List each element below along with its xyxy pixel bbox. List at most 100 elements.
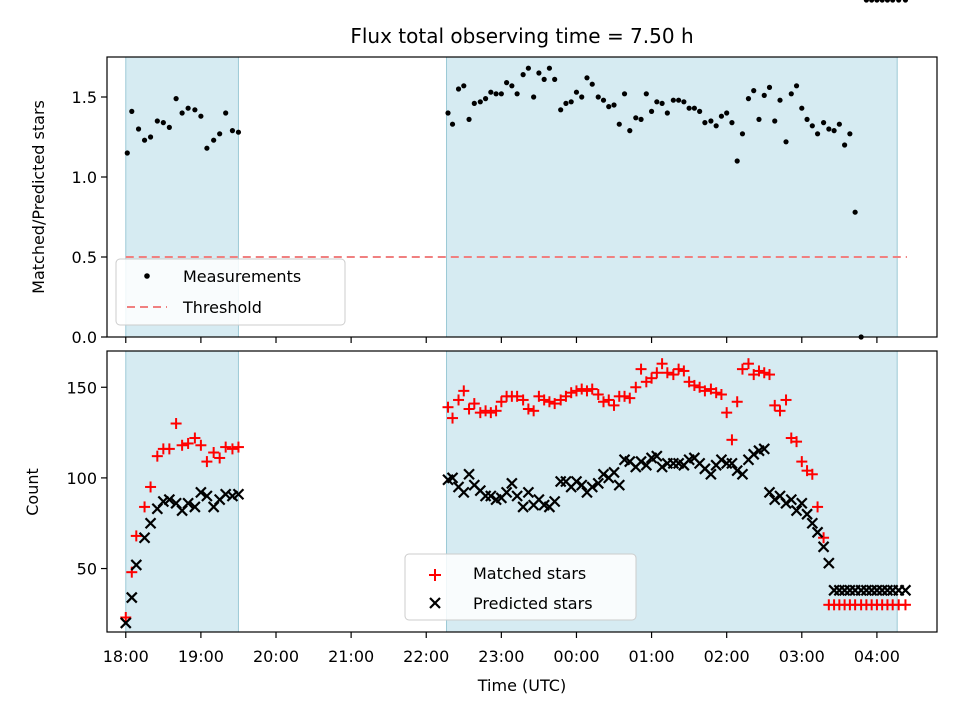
measurement-point [766, 84, 773, 90]
matched-star-point [758, 367, 770, 379]
measurement-point [514, 91, 520, 97]
legend-threshold-label: Threshold [182, 298, 262, 317]
measurement-point [756, 116, 762, 122]
predicted-x-b [823, 557, 835, 569]
measurement-point [160, 120, 166, 126]
matched-star-point [763, 369, 775, 381]
bottom-legend: Matched stars Predicted stars [404, 553, 637, 621]
matched-star-point [726, 434, 738, 446]
matched-star-point [791, 436, 803, 448]
measurement-point [589, 81, 595, 87]
measurement-point [482, 96, 489, 102]
matched-star-point [511, 390, 523, 402]
predicted-star-point [575, 479, 588, 491]
measurement-point [568, 99, 574, 105]
measurement-point [783, 139, 789, 145]
predicted-star-point [613, 479, 626, 491]
predicted-star-point [651, 450, 663, 462]
matched-star-point [468, 398, 480, 410]
predicted-x-b [640, 459, 653, 471]
matched-star-point [549, 398, 561, 410]
measurement-point [223, 110, 229, 116]
measurement-point [820, 120, 827, 126]
measurement-point [595, 94, 601, 100]
top-x-ticks [125, 337, 878, 343]
measurement-points [124, 0, 909, 340]
x-tick-label: 22:00 [403, 647, 449, 666]
predicted-x-b [790, 504, 803, 517]
measurement-point [879, 0, 885, 3]
top-observing-bands [125, 57, 898, 337]
predicted-x-b [511, 490, 523, 502]
top-y-ticks: 0.0 0.5 1.0 1.5 [72, 88, 107, 347]
measurement-point [852, 209, 858, 215]
measurement-point [541, 76, 547, 82]
measurement-point [124, 150, 130, 156]
measurement-point [235, 129, 242, 135]
top-panel: 0.0 0.5 1.0 1.5 Matched/Predicted stars Mea… [29, 0, 938, 347]
measurement-point [558, 107, 564, 113]
predicted-star-point [705, 468, 717, 481]
matched-star-point [780, 394, 792, 406]
predicted-x-b [560, 475, 572, 488]
predicted-star-point [736, 468, 749, 481]
predicted-x-b [517, 501, 529, 513]
predicted-star-point [806, 517, 819, 530]
measurement-point [664, 110, 670, 116]
predicted-x-b [785, 493, 798, 506]
matched-star-point [736, 363, 748, 375]
x-tick-label: 21:00 [328, 647, 374, 666]
matched-star-point [442, 401, 454, 413]
y-tick-label: 1.5 [72, 88, 97, 107]
matched-star-point [139, 501, 151, 513]
top-y-axis-label: Matched/Predicted stars [29, 100, 48, 294]
predicted-x-b [899, 584, 912, 597]
predicted-star-point [801, 508, 813, 520]
observing-window-band [446, 57, 898, 337]
measurement-point [902, 0, 909, 3]
predicted-x-b [715, 453, 728, 466]
matched-star-point [651, 367, 663, 379]
measurement-point [477, 99, 483, 105]
measurement-point [185, 105, 191, 111]
predicted-x-b [522, 486, 535, 499]
matched-star-point [753, 365, 765, 377]
legend-matched-label: Matched stars [473, 564, 586, 583]
matched-star-point [630, 381, 642, 393]
matched-star-point [818, 532, 830, 544]
matched-star-point [796, 456, 808, 468]
measurement-point [466, 116, 472, 122]
predicted-star-point [201, 490, 213, 502]
measurement-point [584, 75, 590, 81]
matched-star-point [608, 399, 620, 411]
predicted-star-point [570, 475, 583, 488]
matched-star-point [721, 407, 733, 419]
measurement-point [761, 92, 767, 98]
matched-stars-points [120, 358, 911, 623]
predicted-x-b [126, 591, 138, 604]
measurement-point [777, 97, 783, 103]
matched-star-point [635, 363, 647, 375]
measurement-point [471, 100, 477, 106]
predicted-x-b [468, 479, 481, 491]
matched-star-point [699, 385, 711, 397]
predicted-x-b [219, 488, 232, 500]
measurement-point [563, 100, 569, 106]
measurement-point [135, 126, 142, 132]
predicted-star-point [731, 464, 743, 477]
predicted-star-point [126, 591, 138, 604]
matched-star-point [453, 394, 465, 406]
predicted-x-b [458, 486, 470, 499]
bottom-x-ticks: 18:00 19:00 20:00 21:00 22:00 23:00 00:00 01:00… [103, 632, 900, 666]
y-tick-label: 1.0 [72, 168, 97, 187]
predicted-star-point [635, 455, 647, 468]
predicted-x-b [768, 493, 781, 506]
matched-star-point [656, 358, 668, 370]
measurement-point [493, 91, 499, 97]
predicted-star-point [506, 477, 518, 490]
measurement-point [198, 113, 204, 119]
predicted-x-b [736, 468, 749, 481]
predicted-star-point [780, 497, 792, 510]
predicted-x-b [586, 481, 599, 493]
measurement-point [691, 105, 697, 111]
